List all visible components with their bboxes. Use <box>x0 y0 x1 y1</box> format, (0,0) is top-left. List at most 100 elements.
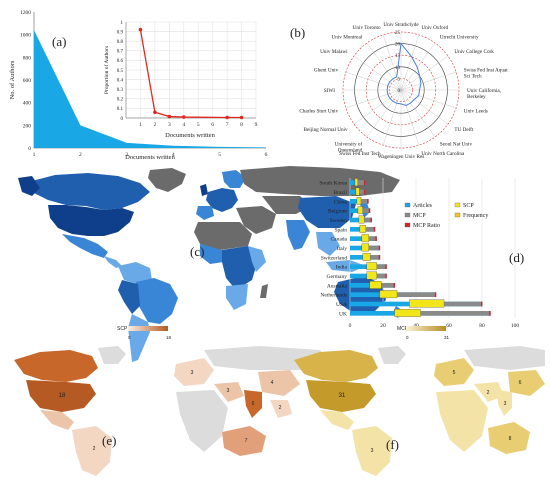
panel-b-label: (b) <box>290 25 305 40</box>
b-radar-spoke <box>400 71 457 91</box>
f-russia <box>464 346 545 370</box>
d-bar-mcp <box>381 283 395 288</box>
a-inset-point <box>167 114 172 119</box>
d-category-label: India <box>336 265 348 271</box>
e-legend-max: 18 <box>166 335 172 340</box>
f-india <box>498 390 512 416</box>
b-category-label: Swiss Fed Inst Aquat Sci Tech <box>464 68 509 80</box>
d-bar-scp <box>366 262 377 271</box>
d-legend-label: MCP Ratio <box>413 223 440 229</box>
a-inset-x-tick-label: 2 <box>154 122 157 128</box>
d-legend-swatch <box>404 212 411 218</box>
a-x-tick-label: 4 <box>172 152 175 158</box>
a-inset-y-tick-label: 1 <box>121 21 124 26</box>
e-countries <box>14 346 330 476</box>
a-inset-point <box>239 115 244 120</box>
e-value-label: 2 <box>93 446 96 452</box>
e-value-label: 3 <box>227 388 230 394</box>
d-bar-mcp <box>364 217 372 223</box>
b-category-label: Univ College Cork <box>454 49 494 55</box>
f-legend-title: MCP <box>397 326 409 332</box>
b-category-label: Wageningen Univ Res <box>378 154 425 160</box>
e-country-value-labels: 18 3 4 6 2 7 3 2 <box>59 370 282 452</box>
a-y-tick-label: 1000 <box>20 33 31 39</box>
f-value-label: 3 <box>371 448 374 454</box>
d-legend-swatch <box>404 202 411 208</box>
f-africa <box>436 390 488 452</box>
a-inset-y-tick-label: 0.4 <box>117 78 124 83</box>
a-inset-y-tick-label: 0.5 <box>117 69 124 74</box>
d-x-tick-label: 60 <box>446 323 452 329</box>
d-legend-label: SCP <box>463 203 474 209</box>
d-bar-mcp <box>420 311 491 316</box>
d-bar-scp <box>359 224 366 233</box>
c-uk <box>200 184 208 196</box>
d-x-tick-label: 0 <box>349 323 352 329</box>
d-category-label: Sweden <box>330 218 348 224</box>
d-bar-mcp-ratio <box>367 199 369 204</box>
panel-c-world-map: (c) <box>18 166 402 362</box>
d-category-label: Canada <box>331 237 348 243</box>
d-bar-scp <box>358 215 365 224</box>
b-category-label: Univ Leeds <box>464 108 488 114</box>
b-category-label: Utrecht University <box>440 35 479 41</box>
c-usa <box>48 205 134 236</box>
b-radial-tick-label: 0 <box>398 89 401 94</box>
b-radar-spoke <box>366 42 402 91</box>
c-brazil <box>134 278 178 324</box>
a-inset-point <box>181 115 186 119</box>
c-central-africa <box>222 246 258 290</box>
e-legend-bar <box>128 326 168 331</box>
d-bar-mcp <box>444 301 482 307</box>
d-bar-mcp-ratio <box>373 227 376 232</box>
b-radar-spoke <box>353 89 402 125</box>
e-australia <box>222 426 266 456</box>
d-bar-mcp <box>359 189 365 195</box>
d-legend: Articles MCP MCP Ratio SCP Frequency <box>404 202 488 229</box>
e-value-label: 2 <box>279 405 282 411</box>
c-colombia-venezuela <box>118 262 152 284</box>
a-inset-line-series <box>139 29 242 119</box>
f-value-label: 8 <box>509 436 512 442</box>
d-bar-mcp-ratio <box>385 264 387 269</box>
b-radar-spoke <box>400 34 420 91</box>
d-bar-mcp <box>357 180 365 185</box>
f-china <box>508 370 545 396</box>
d-bar-mcp <box>368 245 380 251</box>
a-x-tick-label: 2 <box>79 152 82 158</box>
a-inset-x-tick-labels: 1 2 3 4 5 6 7 8 9 <box>139 122 258 128</box>
d-bar-scp <box>354 178 358 187</box>
b-radar-spoke <box>345 71 402 91</box>
c-russia <box>240 166 400 196</box>
c-iberia <box>196 206 214 220</box>
d-bars <box>350 178 491 317</box>
a-inset-point <box>153 110 157 115</box>
f-value-label: 2 <box>487 390 490 396</box>
d-bar-scp <box>356 196 362 205</box>
b-category-label: Beijing Normal Univ <box>304 127 348 133</box>
b-radar-spoke <box>400 89 457 109</box>
d-bar-mcp <box>365 227 375 232</box>
a-inset-y-tick-label: 0.7 <box>117 50 124 55</box>
d-bar-mcp <box>362 208 370 213</box>
panel-e-scp-map: SCP 0 18 18 3 4 6 2 7 3 2 (e) <box>14 326 330 476</box>
d-legend-swatch <box>404 222 411 228</box>
b-category-label: Ghent Univ <box>314 68 339 74</box>
b-radial-tick-label: 15 <box>395 54 401 59</box>
c-china <box>298 196 356 228</box>
panel-c-label: (c) <box>190 244 204 259</box>
d-x-tick-label: 80 <box>479 323 485 329</box>
a-inset-point <box>225 115 229 120</box>
d-bar-scp <box>361 234 369 243</box>
e-se-asia <box>270 400 292 418</box>
c-turkey-middle-east <box>236 206 276 234</box>
f-value-label: 31 <box>339 393 346 399</box>
b-radar-spoke <box>400 89 420 146</box>
f-greenland <box>378 346 406 364</box>
a-y-tick-label: 600 <box>23 78 32 84</box>
d-bar-mcp-ratio <box>393 283 396 288</box>
b-category-label: Univ Malawi <box>320 49 348 55</box>
f-countries <box>294 346 545 476</box>
d-bar-mcp <box>376 264 387 269</box>
